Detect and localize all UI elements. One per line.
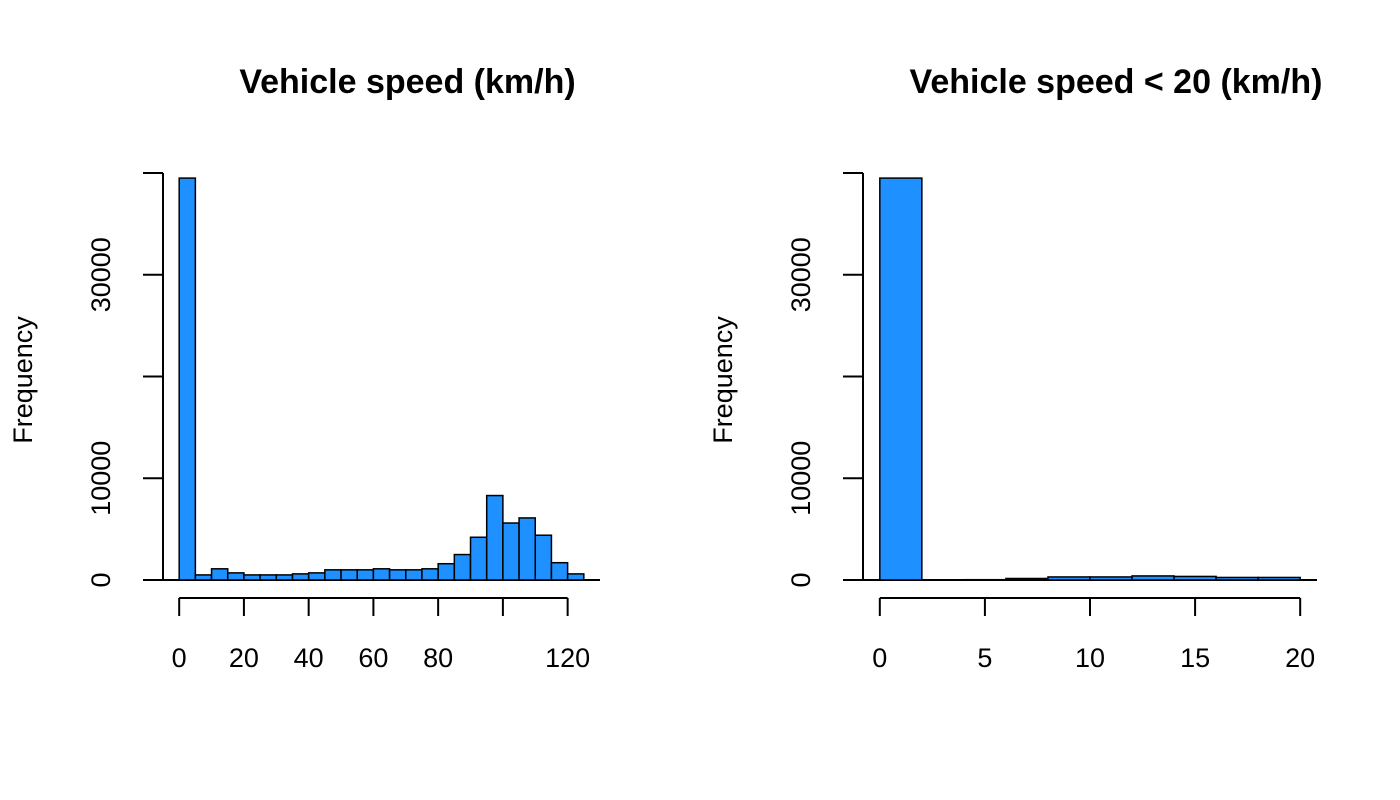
bar <box>259 574 278 581</box>
bar <box>275 574 294 581</box>
bar <box>340 569 358 581</box>
bar <box>469 536 488 581</box>
bar <box>1131 575 1175 581</box>
bar <box>421 568 439 581</box>
y-axis-label: Frequency <box>708 316 738 444</box>
bar <box>566 573 585 581</box>
x-tick-label: 80 <box>423 643 453 673</box>
x-tick-label: 0 <box>172 643 187 673</box>
bar <box>1173 575 1217 581</box>
x-tick-label: 120 <box>545 643 590 673</box>
bar <box>372 568 391 581</box>
x-tick-label: 0 <box>872 643 887 673</box>
chart-title: Vehicle speed < 20 (km/h) <box>910 63 1323 101</box>
bar <box>291 573 310 581</box>
bar <box>502 522 520 581</box>
bar <box>518 517 537 581</box>
bar <box>1005 577 1049 581</box>
y-tick-label: 10000 <box>786 441 816 516</box>
y-tick-label: 10000 <box>86 441 116 516</box>
bar <box>485 494 504 581</box>
bar <box>210 568 229 581</box>
bar <box>226 572 245 581</box>
y-tick-label: 0 <box>786 572 816 587</box>
bar <box>453 553 472 581</box>
x-tick-label: 20 <box>229 643 259 673</box>
bar <box>388 569 407 581</box>
bar <box>550 561 569 581</box>
y-axis-label: Frequency <box>8 316 38 444</box>
y-tick-label: 30000 <box>86 237 116 312</box>
bar <box>1257 576 1301 581</box>
bar <box>437 562 456 581</box>
bar <box>1089 576 1133 581</box>
bar <box>178 177 197 581</box>
bar <box>356 569 375 581</box>
bar <box>243 574 261 581</box>
bar <box>1047 576 1091 581</box>
bar <box>307 572 326 581</box>
bar <box>1215 576 1259 581</box>
bar <box>194 574 213 581</box>
bar <box>879 177 923 581</box>
x-tick-label: 20 <box>1285 643 1315 673</box>
chart-title: Vehicle speed (km/h) <box>239 63 575 101</box>
bar <box>534 534 553 581</box>
x-tick-label: 15 <box>1180 643 1210 673</box>
x-tick-label: 5 <box>977 643 992 673</box>
y-tick-label: 30000 <box>786 237 816 312</box>
x-tick-label: 10 <box>1075 643 1105 673</box>
bar <box>405 569 423 581</box>
x-tick-label: 60 <box>358 643 388 673</box>
y-tick-label: 0 <box>86 572 116 587</box>
x-tick-label: 40 <box>294 643 324 673</box>
bar <box>324 569 342 581</box>
